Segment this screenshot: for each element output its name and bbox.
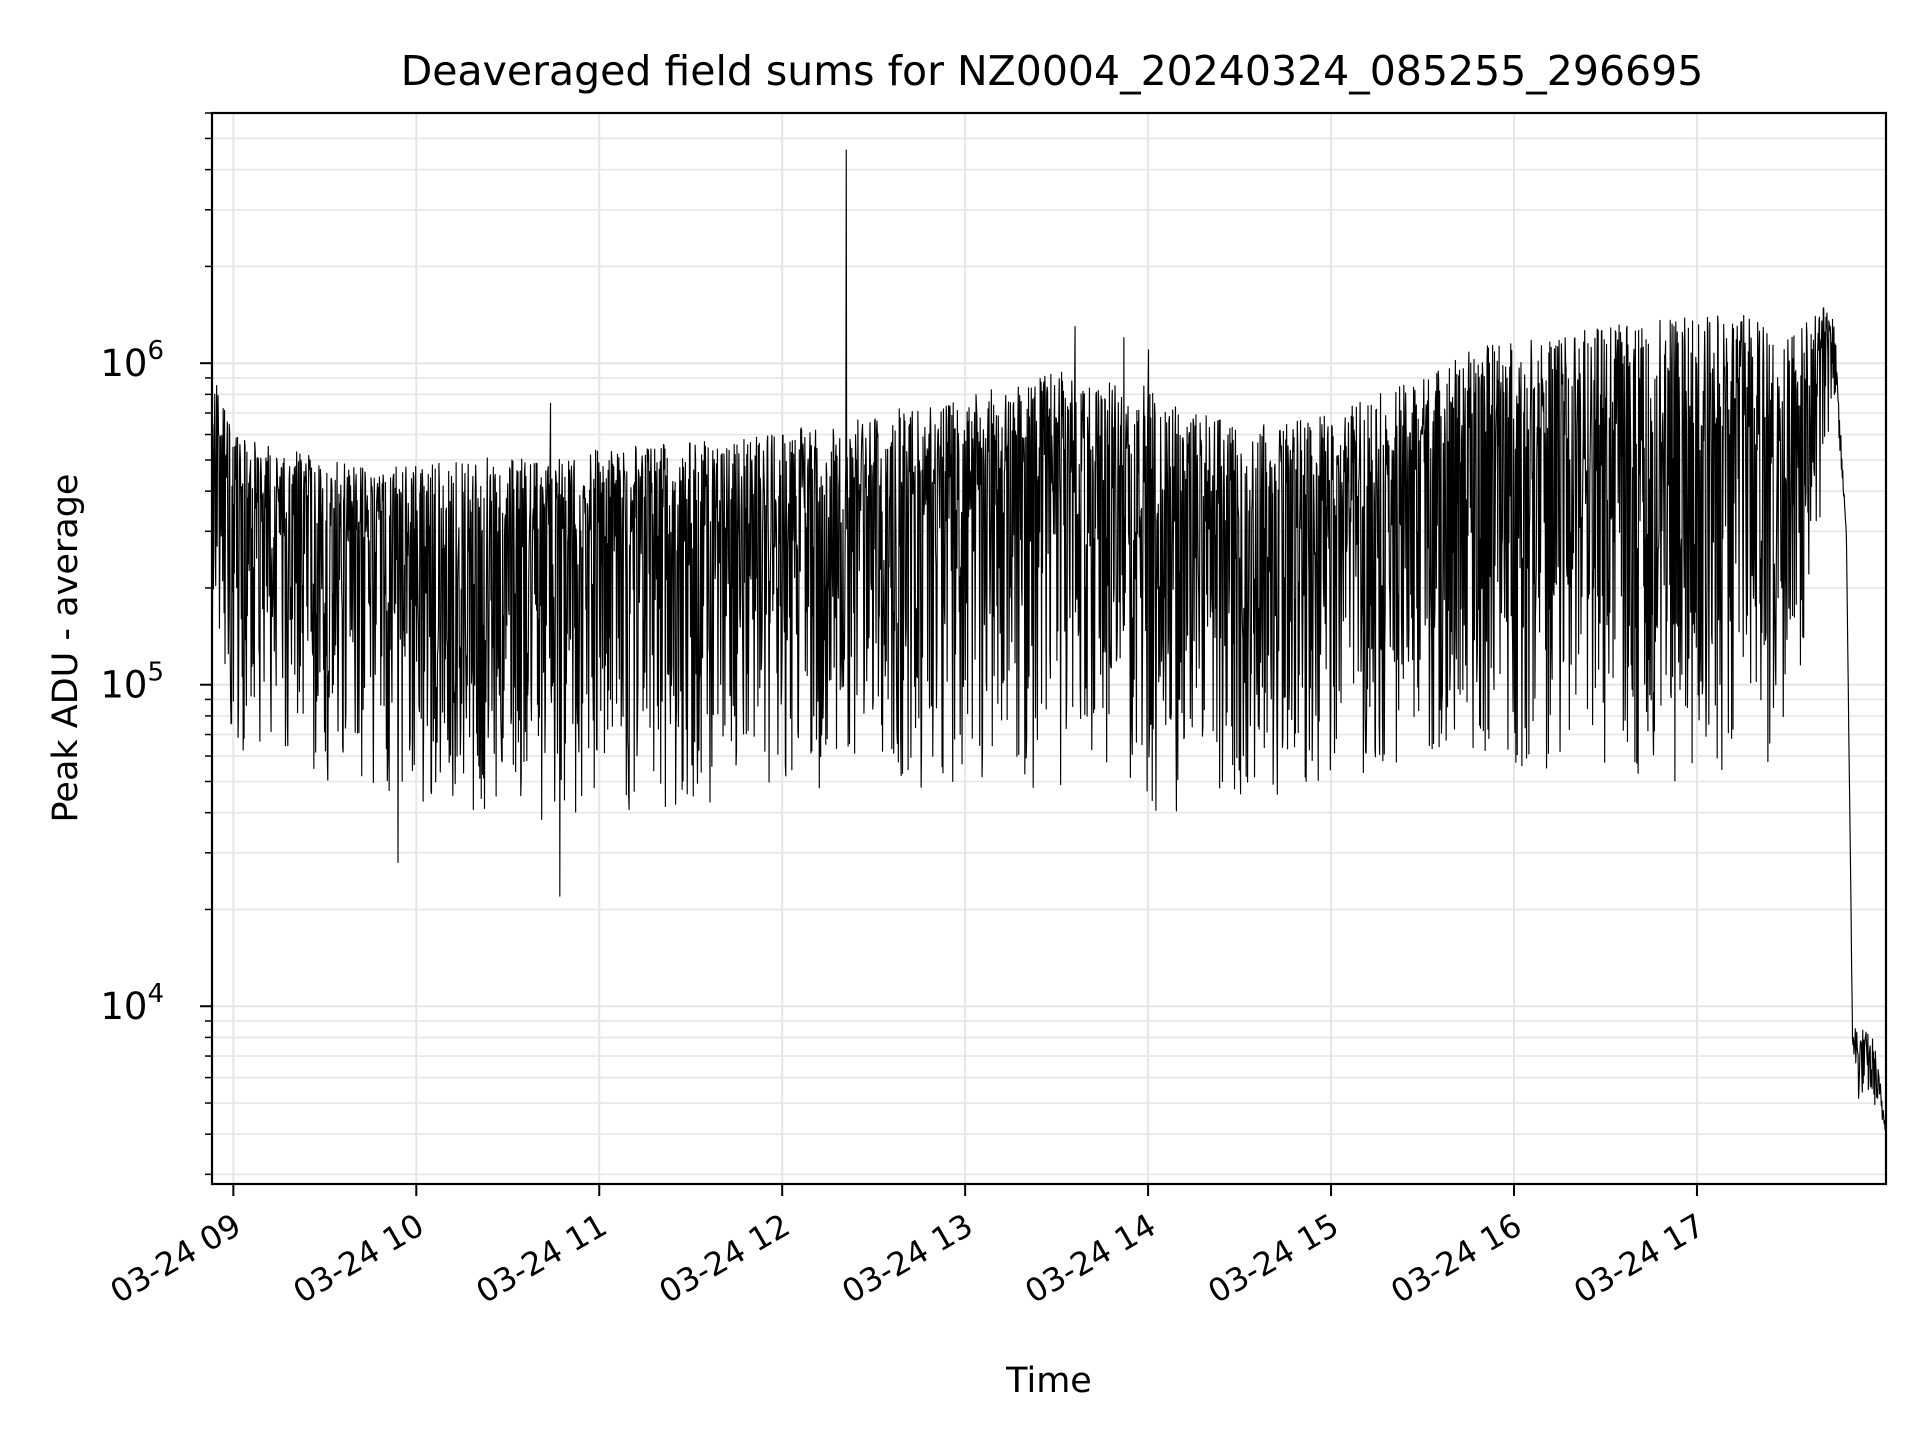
y-axis-label: Peak ADU - average (46, 474, 86, 823)
plot-frame (210, 111, 1888, 1186)
y-axis: 104 105 106 (100, 112, 212, 1176)
y-tick-label: 105 (100, 658, 164, 707)
series-line (211, 149, 1887, 1134)
y-tick-label: 106 (100, 336, 164, 385)
y-tick-label: 104 (100, 979, 164, 1028)
chart-title: Deaveraged field sums for NZ0004_2024032… (401, 47, 1704, 95)
x-axis-label: Time (1005, 1361, 1092, 1401)
series-path (211, 149, 1887, 1134)
